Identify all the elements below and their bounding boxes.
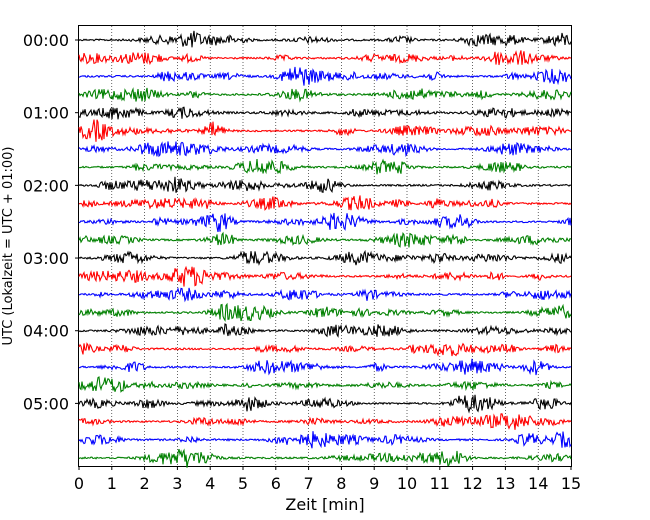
trace-row-0400 [78,323,572,338]
x-tick-label: 7 [304,474,314,493]
trace-row-0145 [78,158,572,175]
trace-row-0000 [78,30,572,48]
trace-row-0545 [78,448,572,468]
trace-row-0100 [78,106,572,120]
y-tick-label: 05:00 [23,394,69,413]
trace-row-0045 [78,87,572,103]
trace-row-0315 [78,265,572,287]
trace-row-0345 [78,302,572,322]
x-tick-label: 14 [528,474,548,493]
trace-row-0130 [78,141,572,158]
vertical-grid [111,26,539,466]
y-tick-label: 03:00 [23,249,69,268]
trace-row-0430 [78,358,572,376]
x-tick-label: 15 [561,474,581,493]
trace-row-0515 [78,413,572,430]
trace-row-0030 [78,66,572,86]
x-tick-label: 10 [397,474,417,493]
trace-row-0200 [78,176,572,194]
x-tick-label: 3 [172,474,182,493]
trace-row-0445 [78,376,572,393]
trace-row-0500 [78,394,572,414]
x-tick-label: 5 [238,474,248,493]
trace-row-0415 [78,342,572,357]
x-tick-label: 8 [336,474,346,493]
y-tick-label: 04:00 [23,322,69,341]
trace-row-0215 [78,195,572,211]
x-tick-label: 6 [271,474,281,493]
plot-frame [78,25,572,467]
x-tick-label: 9 [369,474,379,493]
x-tick-label: 4 [205,474,215,493]
seismic-traces [78,30,572,468]
x-tick-label: 2 [140,474,150,493]
trace-row-0230 [78,212,572,232]
x-tick-label: 0 [74,474,84,493]
trace-row-0330 [78,287,572,303]
x-axis-label: Zeit [min] [285,495,364,514]
y-axis-label: UTC (Lokalzeit = UTC + 01:00) [1,147,16,346]
trace-row-0245 [78,231,572,248]
trace-row-0300 [78,249,572,266]
x-tick-label: 13 [495,474,515,493]
y-tick-label: 01:00 [23,104,69,123]
y-tick-label: 00:00 [23,31,69,50]
x-axis: 0 1 2 3 4 5 6 7 8 9 10 11 12 13 14 15 [74,466,581,493]
y-axis: 00:00 01:00 02:00 03:00 04:00 05:00 [23,31,79,413]
x-tick-label: 11 [430,474,450,493]
trace-row-0115 [78,119,572,142]
x-tick-label: 12 [462,474,482,493]
x-tick-label: 1 [107,474,117,493]
trace-row-0530 [78,431,572,449]
y-tick-label: 02:00 [23,176,69,195]
trace-row-0015 [78,50,572,66]
